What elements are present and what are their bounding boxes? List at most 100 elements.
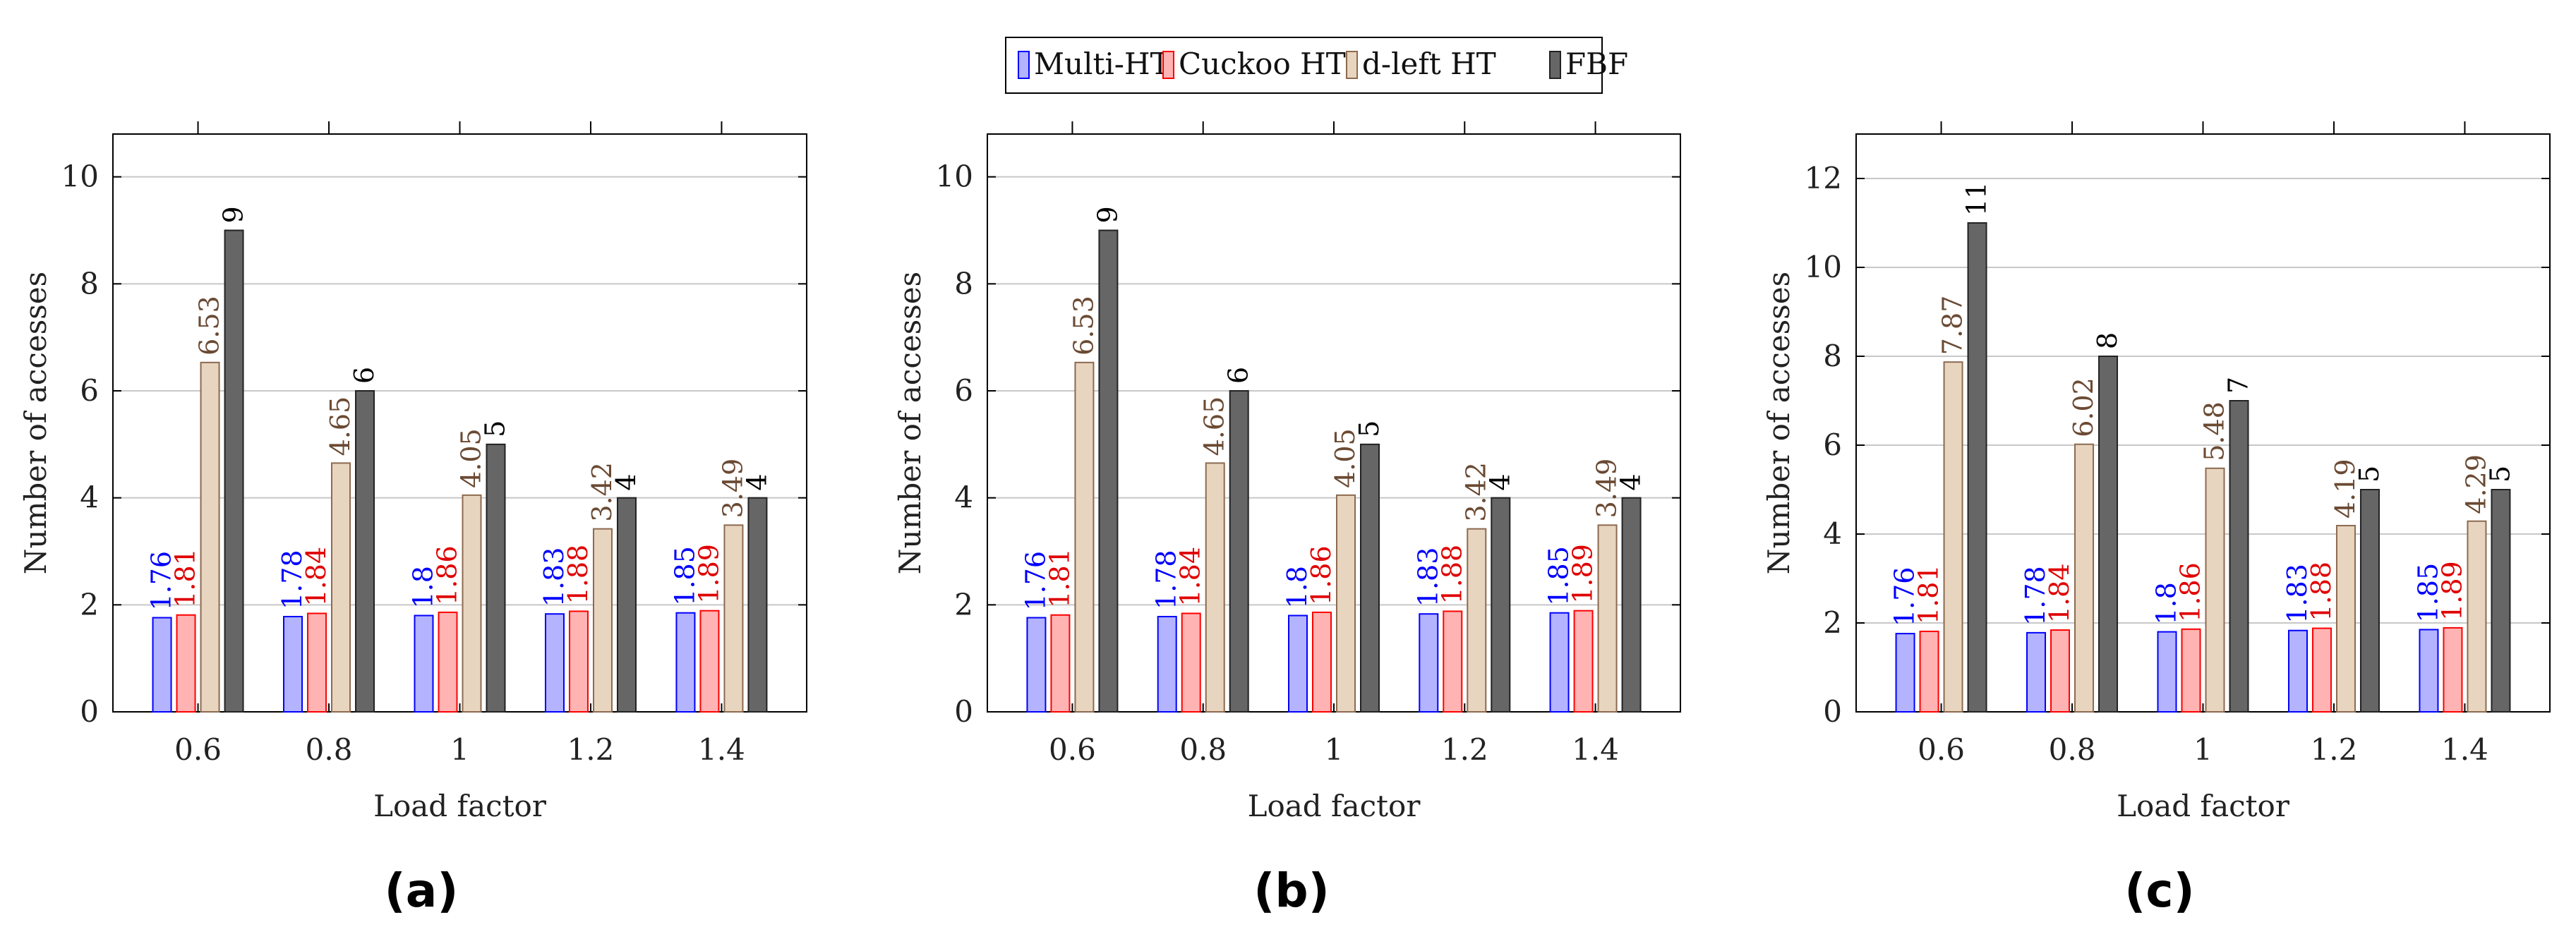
- x-tick-label: 1.4: [1572, 732, 1619, 767]
- data-label: 5.48: [2199, 401, 2230, 461]
- y-tick-label: 0: [1823, 694, 1842, 729]
- data-label: 7: [2223, 377, 2254, 394]
- y-tick-label: 0: [954, 694, 973, 729]
- data-label: 1.86: [1306, 545, 1337, 605]
- data-label: 4.65: [325, 396, 356, 456]
- y-axis-label: Number of accesses: [1762, 272, 1796, 574]
- data-label: 1.76: [1020, 551, 1051, 611]
- data-label: 1.86: [432, 545, 463, 605]
- bar-d-left-ht-1.4: [723, 524, 744, 713]
- x-tick-label: 0.8: [1179, 732, 1227, 767]
- data-label: 1.88: [1436, 545, 1467, 605]
- data-label: 1.89: [2436, 561, 2467, 621]
- bar-cuckoo-ht-1.2: [568, 610, 589, 713]
- data-label: 7.87: [1937, 296, 1968, 356]
- data-label: 6.53: [1068, 296, 1099, 356]
- y-tick-label: 8: [80, 266, 99, 301]
- bar-fbf-1: [2229, 400, 2249, 713]
- legend-box: [1005, 37, 1603, 94]
- data-label: 5: [2484, 466, 2515, 483]
- bar-fbf-1.4: [2491, 489, 2511, 713]
- y-axis-label: Number of accesses: [18, 272, 53, 574]
- y-tick-label: 2: [80, 587, 99, 622]
- y-tick-label: 2: [1823, 605, 1842, 640]
- bar-multi-ht-1.4: [2419, 629, 2439, 713]
- y-tick-label: 4: [80, 480, 99, 515]
- y-axis-label: Number of accesses: [893, 272, 927, 574]
- data-label: 1.76: [1889, 567, 1920, 627]
- bar-multi-ht-0.6: [1895, 633, 1915, 713]
- bar-fbf-0.6: [224, 229, 244, 713]
- y-tick-label: 4: [1823, 516, 1842, 551]
- x-tick-label: 1.4: [2441, 732, 2488, 767]
- legend-swatch-cuckoo-ht: [1162, 51, 1174, 79]
- y-tick-label: 4: [954, 480, 973, 515]
- data-label: 1.78: [1151, 550, 1182, 610]
- bar-cuckoo-ht-1: [438, 611, 458, 713]
- data-label: 1.76: [146, 551, 177, 611]
- data-label: 1.85: [2412, 563, 2443, 623]
- bar-cuckoo-ht-0.8: [2050, 629, 2071, 713]
- y-tick-label: 6: [1823, 428, 1842, 462]
- bar-multi-ht-1: [2157, 631, 2177, 713]
- data-label: 1.81: [170, 548, 201, 608]
- data-label: 1.84: [2044, 563, 2075, 623]
- data-label: 1.84: [1175, 547, 1206, 607]
- bar-d-left-ht-1.4: [2467, 520, 2487, 713]
- legend: Multi-HT Cuckoo HT d-left HT FBF: [1005, 37, 1628, 94]
- bar-fbf-0.8: [355, 390, 375, 713]
- bar-cuckoo-ht-1.4: [699, 610, 720, 713]
- data-label: 3.42: [1460, 462, 1491, 522]
- bar-d-left-ht-0.6: [200, 361, 220, 713]
- data-label: 1.89: [1567, 544, 1599, 604]
- x-tick-label: 0.8: [2049, 732, 2096, 767]
- y-tick-label: 10: [936, 159, 973, 194]
- x-axis-label: Load factor: [1248, 789, 1421, 823]
- data-label: 4.65: [1199, 396, 1230, 456]
- data-label: 6.02: [2068, 377, 2099, 437]
- bar-fbf-1.4: [1621, 497, 1642, 713]
- bar-multi-ht-1: [1288, 614, 1308, 713]
- bar-cuckoo-ht-1: [2181, 628, 2201, 713]
- bar-cuckoo-ht-0.8: [1181, 612, 1201, 713]
- data-label: 3.49: [1591, 459, 1623, 519]
- bar-cuckoo-ht-1.2: [2311, 627, 2332, 713]
- legend-swatch-fbf: [1549, 51, 1561, 79]
- data-label: 1.78: [277, 550, 308, 610]
- data-label: 5: [480, 420, 511, 437]
- bar-multi-ht-0.6: [152, 617, 172, 713]
- y-tick-label: 10: [1805, 250, 1842, 284]
- data-label: 1.8: [1282, 566, 1313, 608]
- bar-fbf-1.2: [616, 497, 637, 713]
- legend-swatch-multi-ht: [1018, 51, 1030, 79]
- data-label: 1.85: [669, 546, 700, 606]
- y-tick-label: 6: [954, 373, 973, 408]
- data-label: 1.81: [1913, 564, 1944, 624]
- data-label: 4: [1484, 473, 1515, 490]
- data-label: 1.8: [408, 566, 439, 608]
- data-label: 3.49: [717, 459, 748, 519]
- y-tick-label: 10: [61, 159, 99, 194]
- data-label: 4: [610, 473, 642, 490]
- x-tick-label: 1: [1325, 732, 1344, 767]
- data-label: 6: [1223, 367, 1254, 384]
- bar-cuckoo-ht-0.6: [176, 614, 196, 713]
- y-tick-label: 12: [1805, 161, 1842, 195]
- x-tick-label: 0.8: [306, 732, 353, 767]
- x-axis-label: Load factor: [373, 789, 547, 823]
- x-tick-label: 1.4: [698, 732, 745, 767]
- data-label: 5: [1354, 420, 1385, 437]
- data-label: 1.85: [1543, 546, 1575, 606]
- data-label: 4.05: [456, 428, 487, 488]
- y-tick-label: 8: [954, 266, 973, 301]
- bar-multi-ht-0.8: [283, 616, 303, 713]
- data-label: 1.89: [693, 544, 724, 604]
- data-label: 11: [1961, 182, 1992, 216]
- legend-label-fbf: FBF: [1565, 47, 1628, 81]
- bar-d-left-ht-0.6: [1943, 361, 1963, 713]
- x-tick-label: 1.2: [1441, 732, 1488, 767]
- bar-cuckoo-ht-1.4: [2443, 626, 2463, 713]
- y-tick-label: 0: [80, 694, 99, 729]
